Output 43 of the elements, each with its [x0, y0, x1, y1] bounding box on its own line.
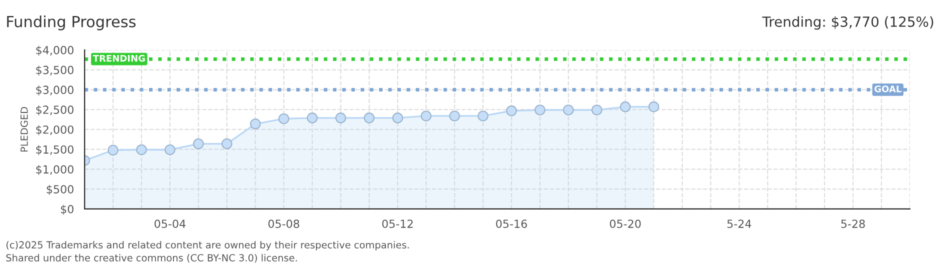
- y-tick-label: $500: [46, 184, 74, 195]
- y-tick-label: $0: [60, 204, 74, 215]
- y-axis-title: PLEDGED: [20, 107, 28, 152]
- y-tick-label: $3,000: [36, 85, 74, 96]
- y-tick-label: $4,000: [36, 46, 74, 56]
- point: [620, 101, 631, 112]
- y-tick-label: $2,500: [36, 105, 74, 116]
- point: [222, 138, 232, 150]
- point: [250, 118, 261, 130]
- x-tick-label: 05-12: [382, 220, 413, 228]
- text: (c)2025 Trademarks and related content are owned by their respective companies.: [6, 240, 409, 250]
- y-tick-label: $2,000: [36, 125, 74, 136]
- x-tick-label: 05-16: [496, 220, 527, 228]
- point: [108, 144, 118, 156]
- point: [335, 112, 346, 124]
- point: [278, 113, 290, 124]
- point: [164, 144, 176, 156]
- point: [591, 104, 602, 116]
- point: [392, 112, 404, 124]
- ref-line-label: GOAL: [874, 86, 902, 92]
- text: Shared under the creative commons (CC BY-NC 3.0) license.: [6, 254, 297, 263]
- x-tick-label: 05-04: [154, 220, 186, 228]
- point: [534, 104, 546, 116]
- chart-title: Funding Progress: [7, 16, 136, 30]
- y-tick-label: $3,500: [36, 66, 74, 76]
- y-tick-label: $1,500: [36, 145, 74, 156]
- point: [306, 112, 318, 124]
- text: Trending: $3,770 (125%): [762, 16, 934, 30]
- x-tick-label: 5-28: [841, 220, 865, 228]
- x-tick-label: 05-20: [610, 220, 641, 228]
- point: [506, 105, 517, 116]
- point: [364, 112, 375, 124]
- point: [420, 110, 432, 122]
- point: [136, 144, 147, 156]
- x-tick-label: 5-24: [727, 220, 752, 228]
- point: [563, 104, 574, 116]
- point: [478, 110, 488, 122]
- y-tick-label: $1,000: [36, 165, 74, 176]
- point: [193, 138, 204, 150]
- ref-line-label: TRENDING: [92, 54, 145, 62]
- point: [449, 110, 460, 122]
- x-tick-label: 05-08: [268, 220, 300, 228]
- point: [648, 101, 660, 112]
